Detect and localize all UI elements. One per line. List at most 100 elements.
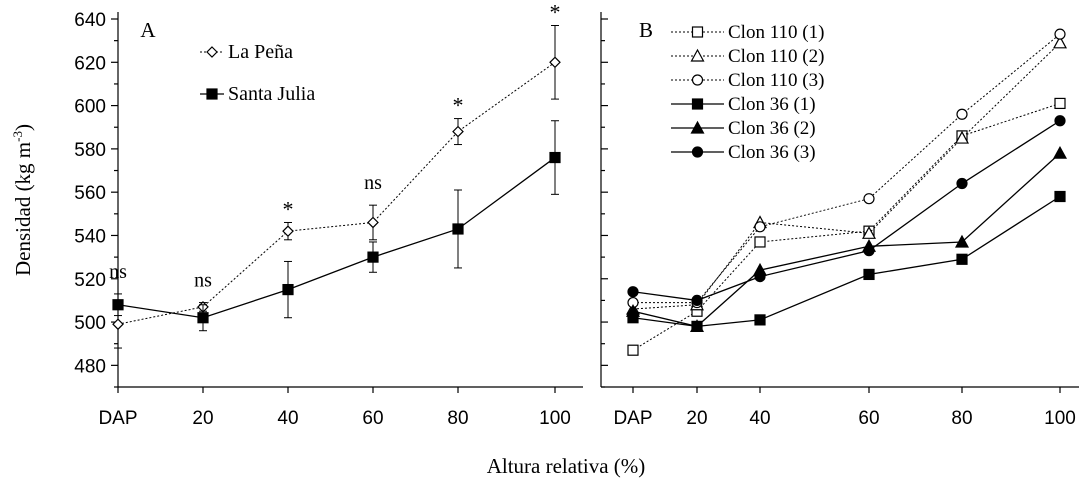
x-tick-label: 20	[192, 408, 213, 429]
series-line	[632, 42, 1061, 310]
y-tick-label: 580	[74, 140, 106, 161]
legend-marker	[691, 26, 704, 38]
data-point	[197, 312, 209, 324]
x-tick-label: DAP	[613, 408, 652, 429]
legend-label: Clon 110 (2)	[728, 46, 824, 67]
data-point	[956, 253, 968, 265]
data-point	[367, 216, 379, 229]
y-tick-label: 560	[74, 183, 106, 204]
data-point	[282, 225, 294, 237]
data-point	[549, 151, 561, 164]
significance-label: ns	[364, 172, 382, 194]
series-line	[632, 102, 1061, 351]
x-tick-label: DAP	[98, 408, 137, 429]
x-tick-label: 100	[539, 408, 571, 429]
x-axis-label: Altura relativa (%)	[487, 454, 646, 478]
data-point	[112, 318, 124, 331]
data-point	[367, 251, 379, 263]
legend-label: La Peña	[228, 41, 293, 63]
series-clon-110-3-: Clon 110 (3)	[627, 28, 1066, 309]
legend-marker	[206, 46, 218, 58]
data-point	[1054, 28, 1066, 40]
series-clon-110-2-: Clon 110 (2)	[625, 35, 1068, 315]
x-tick-label: 40	[277, 408, 298, 429]
y-axis-label: Densidad (kg m-3)	[10, 124, 35, 276]
data-point	[1054, 97, 1066, 110]
data-point	[956, 177, 968, 190]
series-clon-110-1-: Clon 110 (1)	[627, 22, 1066, 356]
y-tick-label: 500	[74, 313, 106, 334]
series-line	[632, 195, 1061, 328]
panel-label: A	[140, 18, 156, 42]
legend-label: Clon 36 (3)	[728, 142, 816, 163]
data-point	[452, 223, 464, 235]
significance-label: ns	[109, 261, 127, 283]
legend-label: Santa Julia	[228, 83, 315, 105]
series-la-pe-a: La Peña	[112, 24, 561, 349]
data-point	[1054, 115, 1066, 127]
data-point	[956, 108, 968, 120]
panel-b: DAP 20 40 60 80 100 B Clon 110 (1) Clon 110 (2) C…	[600, 12, 1079, 429]
series-line	[633, 33, 1061, 304]
data-point	[282, 283, 294, 296]
legend-label: Clon 36 (2)	[728, 118, 816, 139]
significance-label: *	[283, 196, 294, 221]
series-line	[632, 152, 1061, 328]
data-point	[452, 125, 464, 138]
panel-label: B	[639, 18, 653, 42]
series-line	[632, 120, 1061, 302]
data-point	[689, 319, 705, 332]
legend-label: Clon 110 (1)	[728, 22, 824, 43]
data-point	[754, 314, 766, 326]
y-tick-label: 520	[74, 270, 106, 291]
data-point	[1052, 145, 1068, 159]
data-point	[549, 56, 561, 69]
data-point	[627, 344, 639, 356]
significance-label: *	[453, 93, 464, 118]
data-point	[691, 294, 703, 307]
data-point	[863, 193, 875, 205]
series-clon-36-2-: Clon 36 (2)	[625, 118, 1068, 332]
data-point	[625, 303, 641, 317]
data-point	[1054, 190, 1066, 203]
data-point	[863, 245, 875, 257]
series-clon-36-3-: Clon 36 (3)	[627, 115, 1066, 307]
series-santa-julia: Santa Julia	[112, 83, 561, 332]
x-tick-label: 100	[1044, 408, 1076, 429]
y-tick-label: 640	[74, 10, 106, 31]
legend-marker	[691, 74, 704, 86]
significance-label: *	[550, 0, 561, 24]
data-point	[627, 286, 639, 298]
legend-marker	[690, 48, 705, 62]
legend-label: Clon 110 (3)	[728, 70, 824, 91]
panel-a: 480 500 520 540 560 580 600 620 640 DAP 20 40 60 80 10…	[74, 0, 583, 429]
series-line	[117, 61, 556, 325]
data-point	[754, 271, 766, 283]
x-tick-label: 80	[951, 408, 972, 429]
y-tick-label: 480	[74, 356, 106, 377]
x-tick-label: 60	[362, 408, 383, 429]
data-point	[754, 221, 766, 233]
data-point	[754, 236, 766, 248]
y-tick-label: 540	[74, 226, 106, 247]
data-point	[954, 130, 970, 144]
legend-marker	[690, 120, 705, 134]
data-point	[861, 226, 877, 239]
series-line	[117, 157, 556, 319]
y-tick-label: 600	[74, 97, 106, 118]
data-point	[1052, 35, 1068, 49]
x-tick-label: 20	[686, 408, 707, 429]
x-tick-label: 80	[447, 408, 468, 429]
y-tick-label: 620	[74, 53, 106, 74]
legend-label: Clon 36 (1)	[728, 94, 816, 115]
x-tick-label: 40	[749, 408, 770, 429]
legend-marker	[691, 146, 704, 158]
series-clon-36-1-: Clon 36 (1)	[627, 94, 1066, 332]
data-point	[954, 234, 970, 248]
significance-label: ns	[194, 270, 212, 292]
legend-marker	[206, 88, 218, 100]
legend-marker	[691, 98, 704, 110]
data-point	[112, 299, 124, 311]
data-point	[863, 268, 875, 281]
